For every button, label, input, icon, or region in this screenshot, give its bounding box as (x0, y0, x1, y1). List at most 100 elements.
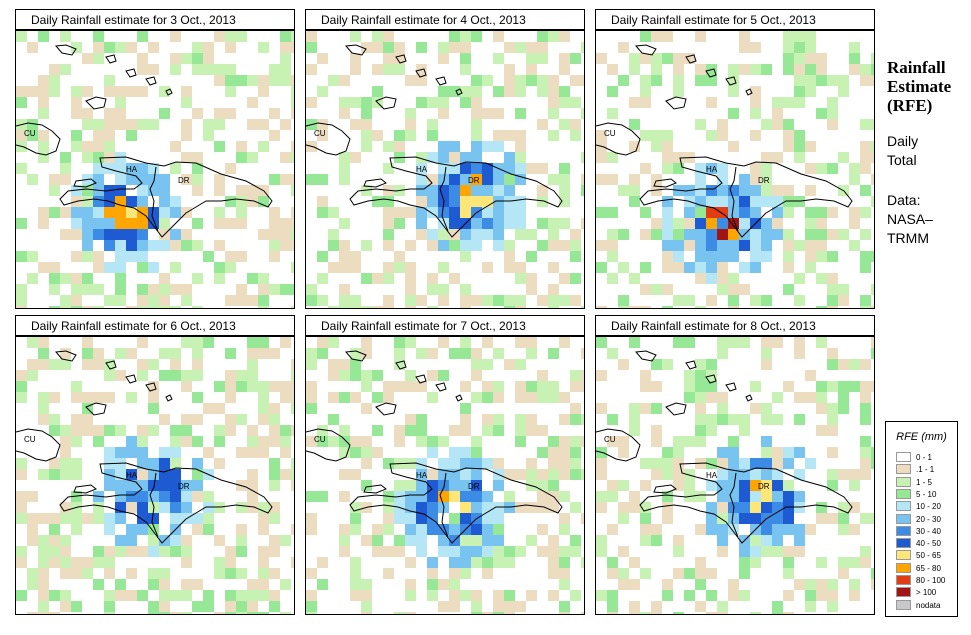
rainfall-cell (416, 42, 427, 53)
side-text-line: Daily (887, 133, 919, 149)
rainfall-cell (581, 306, 584, 308)
rainfall-cell (82, 229, 93, 240)
coastline (344, 44, 367, 56)
rainfall-cell (860, 359, 871, 370)
rainfall-cell (350, 251, 361, 262)
rainfall-cell (16, 370, 27, 381)
rainfall-cell (394, 218, 405, 229)
rainfall-cell (871, 337, 874, 348)
rainfall-cell (673, 337, 684, 348)
rainfall-cell (739, 42, 750, 53)
rainfall-cell (871, 513, 874, 524)
rainfall-cell (471, 392, 482, 403)
rainfall-cell (618, 262, 629, 273)
rainfall-cell (126, 392, 137, 403)
rainfall-cell (761, 174, 772, 185)
rainfall-cell (27, 337, 38, 348)
rainfall-cell (526, 229, 537, 240)
rainfall-cell (148, 403, 159, 414)
rainfall-cell (493, 240, 504, 251)
rainfall-cell (383, 458, 394, 469)
rainfall-cell (258, 447, 269, 458)
rainfall-cell (269, 601, 280, 612)
rainfall-cell (728, 306, 739, 308)
rainfall-cell (618, 546, 629, 557)
rainfall-cell (559, 601, 570, 612)
rainfall-cell (460, 458, 471, 469)
rainfall-cell (280, 447, 291, 458)
rainfall-cell (148, 306, 159, 308)
rainfall-cell (504, 207, 515, 218)
rainfall-cell (629, 141, 640, 152)
rainfall-cell (596, 469, 607, 480)
legend-swatch (896, 587, 911, 598)
rainfall-cell (706, 75, 717, 86)
rainfall-cell (860, 185, 871, 196)
rainfall-cell (761, 414, 772, 425)
rainfall-cell (372, 130, 383, 141)
rainfall-cell (225, 42, 236, 53)
rainfall-cell (427, 568, 438, 579)
rainfall-cell (728, 579, 739, 590)
rainfall-cell (827, 251, 838, 262)
rainfall-cell (460, 207, 471, 218)
rainfall-cell (269, 403, 280, 414)
rainfall-cell (871, 447, 874, 458)
rainfall-cell (783, 447, 794, 458)
rainfall-cell (471, 229, 482, 240)
rainfall-cell (71, 469, 82, 480)
rainfall-cell (449, 425, 460, 436)
rainfall-cell (427, 491, 438, 502)
coastline (349, 462, 563, 544)
rainfall-cell (717, 480, 728, 491)
rainfall-cell (71, 218, 82, 229)
rainfall-cell (695, 306, 706, 308)
rainfall-cell (82, 414, 93, 425)
rainfall-cell (629, 306, 640, 308)
rainfall-cell (181, 97, 192, 108)
rainfall-cell (526, 590, 537, 601)
rainfall-cell (596, 207, 607, 218)
rainfall-cell (427, 240, 438, 251)
rainfall-cell (280, 75, 291, 86)
rainfall-cell (662, 130, 673, 141)
rainfall-cell (269, 348, 280, 359)
rainfall-cell (383, 273, 394, 284)
rainfall-cell (247, 469, 258, 480)
rainfall-cell (838, 381, 849, 392)
rainfall-cell (860, 403, 871, 414)
rainfall-cell (783, 568, 794, 579)
rainfall-cell (258, 546, 269, 557)
rainfall-cell (148, 546, 159, 557)
rainfall-cell (805, 590, 816, 601)
rainfall-cell (706, 218, 717, 229)
rainfall-cell (559, 273, 570, 284)
rainfall-cell (214, 218, 225, 229)
rainfall-cell (548, 381, 559, 392)
rainfall-cell (372, 86, 383, 97)
legend-swatch (896, 599, 911, 610)
rainfall-cell (581, 185, 584, 196)
rainfall-cell (460, 469, 471, 480)
rainfall-cell (416, 458, 427, 469)
rainfall-cell (482, 524, 493, 535)
rainfall-cell (16, 392, 27, 403)
rainfall-cell (137, 425, 148, 436)
rainfall-cell (717, 130, 728, 141)
rainfall-cell (16, 546, 27, 557)
rainfall-cell (871, 381, 874, 392)
rainfall-cell (739, 414, 750, 425)
rainfall-cell (258, 119, 269, 130)
rainfall-cell (383, 262, 394, 273)
rainfall-cell (225, 31, 236, 42)
rainfall-cell (438, 240, 449, 251)
rainfall-cell (416, 229, 427, 240)
rainfall-cell (291, 108, 294, 119)
rainfall-cell (71, 207, 82, 218)
rainfall-cell (137, 64, 148, 75)
rainfall-cell (449, 480, 460, 491)
rainfall-cell (317, 348, 328, 359)
side-title-line: (RFE) (887, 96, 933, 115)
rainfall-cell (493, 524, 504, 535)
rainfall-cell (827, 469, 838, 480)
